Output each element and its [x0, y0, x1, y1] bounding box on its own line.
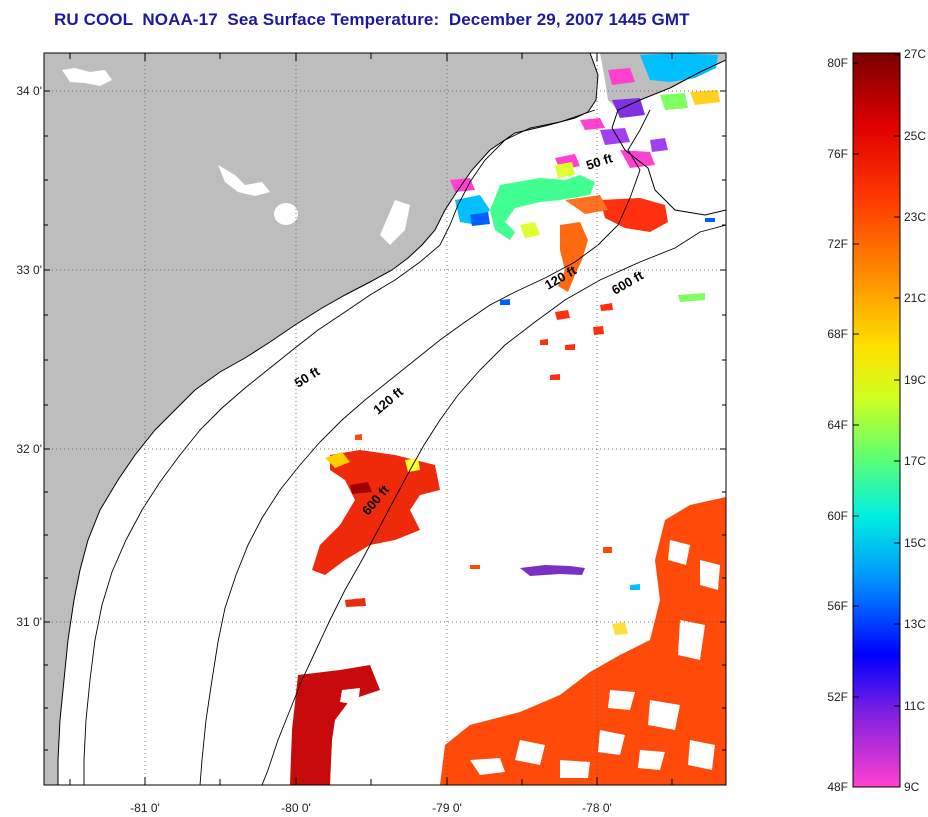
lat-tick-32: 32 0' — [16, 442, 42, 456]
colorbar — [852, 52, 901, 788]
colorbar-c-label: 21C — [904, 291, 927, 305]
colorbar-c-label: 25C — [904, 129, 927, 143]
colorbar-f-label: 56F — [827, 599, 848, 613]
colorbar-c-label: 17C — [904, 454, 927, 468]
colorbar-c-label: 11C — [904, 699, 926, 713]
colorbar-f-label: 52F — [827, 690, 848, 704]
sst-data — [290, 53, 726, 785]
colorbar-c-label: 13C — [904, 617, 927, 631]
map-frame — [43, 52, 727, 786]
isobath-120 — [199, 109, 651, 785]
coastline — [57, 53, 599, 785]
lat-tick-33: 33 0' — [16, 263, 42, 277]
lat-tick-31: 31 0' — [16, 615, 42, 629]
page-title: RU COOL NOAA-17 Sea Surface Temperature:… — [54, 10, 690, 29]
colorbar-c-label: 15C — [904, 536, 927, 550]
colorbar-f-label: 68F — [827, 327, 848, 341]
colorbar-c-label: 23C — [904, 210, 927, 224]
lon-tick-79: -79 0' — [432, 801, 462, 815]
lon-tick-78: -78 0' — [582, 801, 612, 815]
colorbar-f-label: 60F — [827, 509, 848, 523]
colorbar-c-label: 27C — [904, 47, 927, 61]
grid — [44, 53, 726, 785]
isobath-600 — [261, 224, 726, 785]
colorbar-f-label: 64F — [827, 418, 848, 432]
colorbar-ticks — [853, 54, 900, 707]
colorbar-f-label: 80F — [827, 56, 848, 70]
colorbar-f-label: 72F — [827, 237, 848, 251]
land — [44, 53, 598, 785]
colorbar-f-label: 48F — [827, 780, 848, 794]
colorbar-c-label: 19C — [904, 373, 927, 387]
colorbar-f-label: 76F — [827, 147, 848, 161]
lon-tick-80: -80 0' — [281, 801, 311, 815]
tick-marks — [44, 53, 726, 785]
lat-tick-34: 34 0' — [16, 84, 42, 98]
lon-tick-81: -81 0' — [130, 801, 160, 815]
isobath-50 — [83, 109, 596, 785]
colorbar-c-label: 9C — [904, 780, 920, 794]
